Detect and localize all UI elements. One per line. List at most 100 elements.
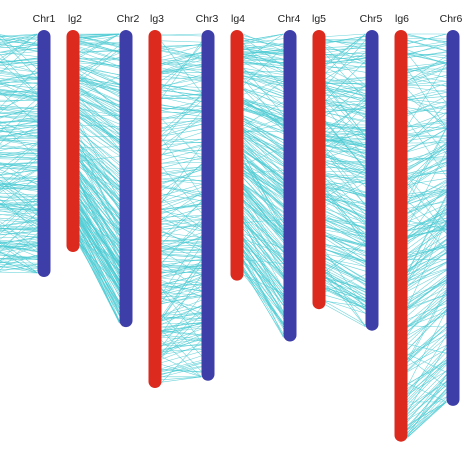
synteny-link: [407, 146, 447, 171]
synteny-link: [79, 46, 120, 60]
bar-lg5: [312, 30, 326, 310]
synteny-link: [325, 47, 366, 51]
synteny-link: [243, 218, 284, 270]
synteny-link: [243, 109, 284, 126]
synteny-link: [325, 276, 366, 327]
synteny-link: [243, 138, 284, 181]
synteny-link: [0, 51, 38, 57]
synteny-link: [161, 259, 202, 266]
synteny-link: [0, 210, 38, 219]
synteny-link: [0, 53, 38, 95]
synteny-link: [79, 243, 120, 302]
synteny-link: [161, 98, 202, 100]
synteny-link: [325, 130, 366, 147]
bar-chr3: [201, 30, 215, 381]
synteny-link: [79, 136, 120, 210]
synteny-link: [407, 243, 447, 262]
synteny-link: [243, 90, 284, 105]
synteny-link: [79, 35, 120, 47]
synteny-link: [407, 396, 447, 420]
synteny-link: [407, 191, 447, 218]
synteny-link: [243, 46, 284, 73]
synteny-link: [161, 274, 202, 286]
synteny-link: [161, 89, 202, 97]
synteny-link: [161, 105, 202, 111]
synteny-link: [79, 198, 120, 248]
bar-chr2: [119, 30, 133, 328]
synteny-link: [243, 245, 284, 295]
synteny-link: [325, 151, 366, 207]
synteny-link: [407, 212, 447, 243]
synteny-link: [325, 270, 366, 291]
synteny-link: [243, 188, 284, 237]
synteny-link: [243, 127, 284, 146]
synteny-link: [243, 107, 284, 124]
synteny-link: [0, 132, 38, 137]
synteny-link: [243, 133, 284, 150]
synteny-link: [407, 388, 447, 430]
synteny-link: [161, 362, 202, 375]
synteny-link: [407, 381, 447, 411]
synteny-link: [243, 219, 284, 223]
synteny-link: [407, 401, 447, 426]
synteny-link: [161, 51, 202, 64]
synteny-link: [161, 314, 202, 357]
synteny-link: [79, 219, 120, 295]
synteny-link: [79, 107, 120, 125]
synteny-link: [79, 98, 120, 119]
synteny-link: [243, 246, 284, 274]
synteny-link: [161, 207, 202, 220]
synteny-link: [79, 33, 120, 40]
synteny-link: [79, 42, 120, 45]
synteny-link: [161, 313, 202, 332]
synteny-link: [0, 164, 38, 172]
synteny-link: [407, 45, 447, 55]
synteny-link: [161, 329, 202, 372]
synteny-link: [243, 33, 284, 42]
synteny-link: [407, 374, 447, 438]
synteny-link: [161, 268, 202, 279]
synteny-link: [161, 155, 202, 164]
synteny-link: [0, 151, 38, 158]
synteny-link: [325, 99, 366, 108]
synteny-link: [325, 225, 366, 245]
synteny-link: [407, 178, 447, 185]
synteny-link: [161, 312, 202, 316]
synteny-link: [407, 143, 447, 169]
synteny-link: [325, 33, 366, 37]
synteny-link: [0, 162, 38, 165]
synteny-link: [325, 86, 366, 92]
synteny-link: [0, 118, 38, 123]
synteny-link: [161, 259, 202, 317]
synteny-link: [0, 202, 38, 235]
synteny-link: [325, 176, 366, 185]
synteny-link: [243, 183, 284, 230]
synteny-link: [79, 117, 120, 152]
synteny-link: [325, 159, 366, 174]
synteny-link: [407, 203, 447, 283]
synteny-link: [79, 172, 120, 217]
synteny-link: [79, 160, 120, 236]
synteny-link: [161, 245, 202, 247]
synteny-link: [325, 187, 366, 196]
synteny-link: [79, 213, 120, 282]
synteny-link: [407, 192, 447, 205]
synteny-link: [325, 153, 366, 172]
synteny-link: [0, 162, 38, 165]
synteny-link: [243, 103, 284, 127]
synteny-link: [0, 108, 38, 117]
synteny-link: [161, 215, 202, 218]
synteny-link: [161, 178, 202, 185]
synteny-link: [79, 177, 120, 260]
synteny-link: [161, 331, 202, 336]
synteny-link: [161, 200, 202, 245]
synteny-link: [325, 39, 366, 87]
label-chr1: Chr1: [33, 13, 56, 25]
synteny-link: [243, 75, 284, 78]
synteny-link: [0, 67, 38, 73]
synteny-link: [79, 152, 120, 187]
synteny-link: [0, 266, 38, 271]
synteny-link: [243, 73, 284, 78]
synteny-link: [161, 294, 202, 305]
synteny-link: [161, 340, 202, 378]
